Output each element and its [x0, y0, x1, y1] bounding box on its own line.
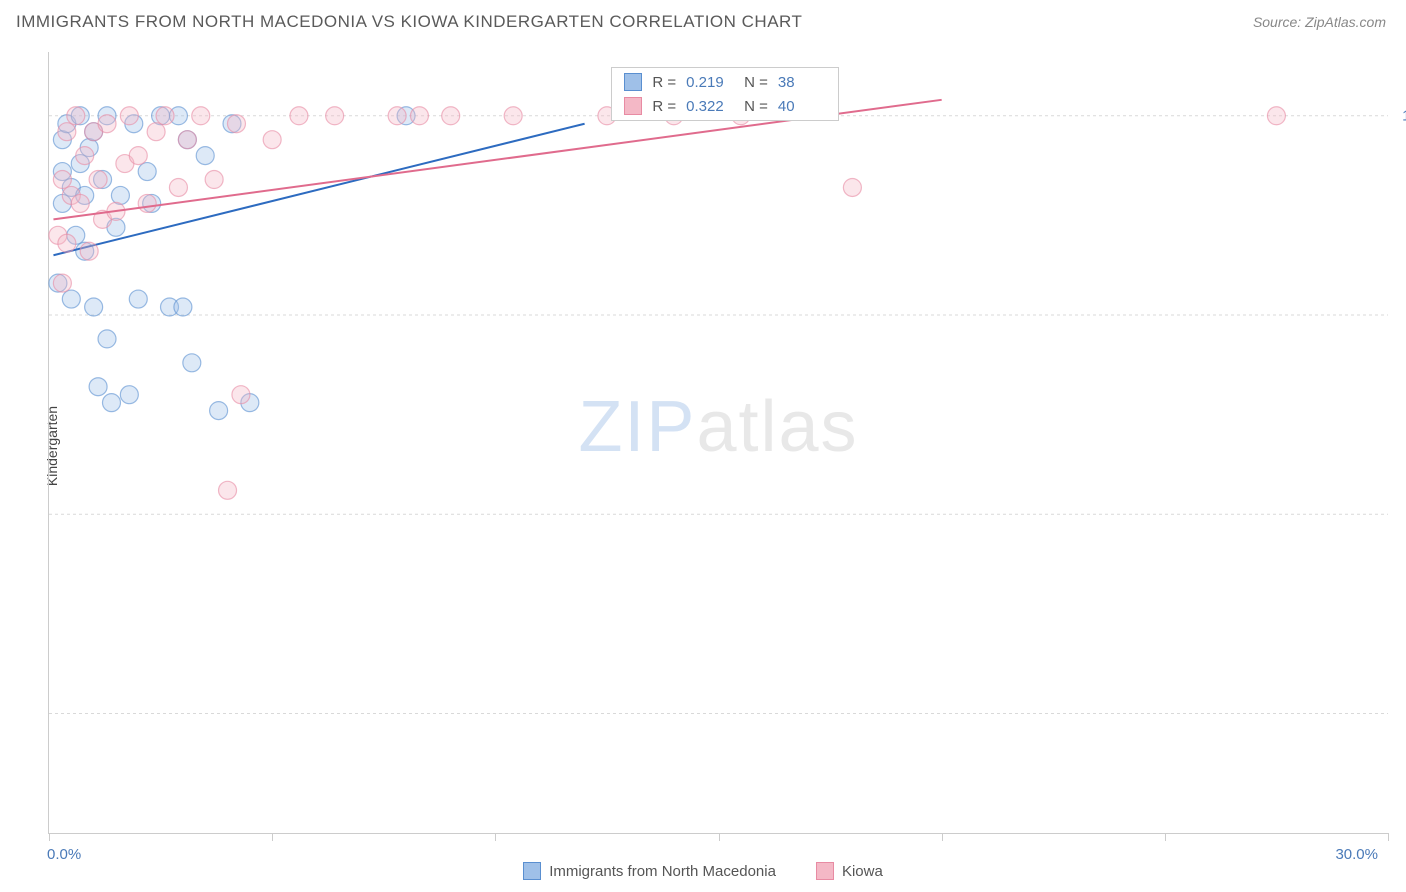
x-tick [942, 833, 943, 841]
series-swatch [624, 73, 642, 91]
x-axis-min-label: 0.0% [47, 846, 81, 863]
legend-item: Immigrants from North Macedonia [523, 862, 776, 880]
r-value: 0.219 [686, 74, 734, 91]
chart-title: IMMIGRANTS FROM NORTH MACEDONIA VS KIOWA… [16, 12, 802, 32]
chart-area: ZIPatlas R = 0.219N = 38R = 0.322N = 40 … [48, 52, 1388, 834]
series-swatch [624, 97, 642, 115]
n-value: 38 [778, 74, 826, 91]
legend-label: Kiowa [842, 863, 883, 880]
x-tick [1165, 833, 1166, 841]
plot-svg [49, 52, 1388, 833]
legend-item: Kiowa [816, 862, 883, 880]
n-label: N = [744, 98, 768, 115]
stats-row: R = 0.219 N = 38 [612, 70, 838, 94]
x-tick [495, 833, 496, 841]
r-label: R = [652, 98, 676, 115]
r-label: R = [652, 74, 676, 91]
chart-header: IMMIGRANTS FROM NORTH MACEDONIA VS KIOWA… [0, 0, 1406, 40]
legend: Immigrants from North Macedonia Kiowa [0, 862, 1406, 880]
x-axis-max-label: 30.0% [1335, 846, 1378, 863]
x-tick [272, 833, 273, 841]
x-tick [719, 833, 720, 841]
legend-label: Immigrants from North Macedonia [549, 863, 776, 880]
n-label: N = [744, 74, 768, 91]
n-value: 40 [778, 98, 826, 115]
legend-swatch [816, 862, 834, 880]
r-value: 0.322 [686, 98, 734, 115]
stats-row: R = 0.322 N = 40 [612, 94, 838, 118]
x-tick [1388, 833, 1389, 841]
plot-region: ZIPatlas R = 0.219N = 38R = 0.322N = 40 … [48, 52, 1388, 834]
x-tick [49, 833, 50, 841]
y-tick-label: 100.0% [1402, 107, 1406, 124]
chart-source: Source: ZipAtlas.com [1253, 14, 1386, 30]
correlation-stats-box: R = 0.219 N = 38 R = 0.322 N = 40 [611, 67, 839, 121]
legend-swatch [523, 862, 541, 880]
